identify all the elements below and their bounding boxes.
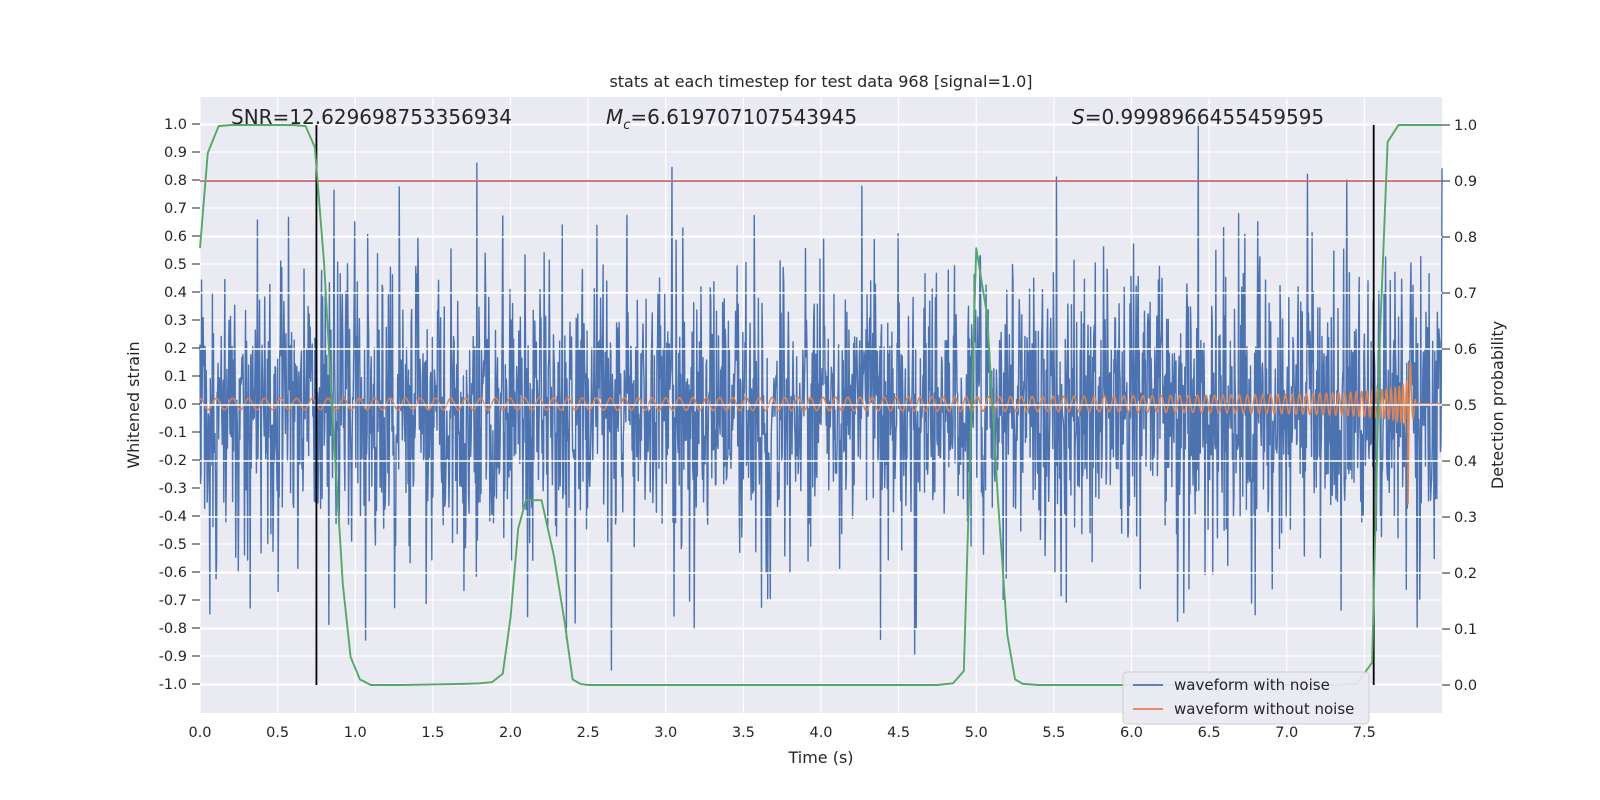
y-tick-label-left: 0.0 xyxy=(164,397,187,413)
x-tick-label: 3.5 xyxy=(732,725,755,741)
chart-title: stats at each timestep for test data 968… xyxy=(609,72,1032,91)
y-tick-label-right: 0.9 xyxy=(1454,174,1477,190)
legend: waveform with noise waveform without noi… xyxy=(1122,671,1370,725)
x-tick-label: 1.5 xyxy=(421,725,444,741)
y-tick-label-left: -0.3 xyxy=(159,481,187,497)
y-tick-label-right: 0.4 xyxy=(1454,454,1477,470)
x-tick-label: 6.0 xyxy=(1120,725,1143,741)
y-tick-label-right: 0.7 xyxy=(1454,286,1477,302)
x-tick-label: 7.5 xyxy=(1353,725,1376,741)
y-tick-label-left: 1.0 xyxy=(164,117,187,133)
mc-symbol: M xyxy=(606,105,623,129)
x-tick-label: 1.0 xyxy=(344,725,367,741)
s-value: =0.9998966455459595 xyxy=(1085,105,1324,129)
y-tick-label-left: -0.5 xyxy=(159,537,187,553)
x-tick-label: 3.0 xyxy=(654,725,677,741)
x-tick-label: 6.5 xyxy=(1198,725,1221,741)
y-tick-label-left: -0.1 xyxy=(159,425,187,441)
y-tick-label-right: 0.6 xyxy=(1454,342,1477,358)
mc-annotation: Mc=6.619707107543945 xyxy=(606,105,857,133)
y-tick-label-right: 0.5 xyxy=(1454,398,1477,414)
y-tick-label-left: -0.9 xyxy=(159,649,187,665)
y-tick-label-left: 0.5 xyxy=(164,257,187,273)
mc-subscript: c xyxy=(623,118,630,133)
y-tick-label-right: 0.2 xyxy=(1454,566,1477,582)
y-tick-label-left: -0.7 xyxy=(159,593,187,609)
noise-series-line xyxy=(199,123,1443,671)
x-axis-label: Time (s) xyxy=(787,748,853,767)
legend-box xyxy=(1122,671,1370,725)
snr-annotation: SNR=12.629698753356934 xyxy=(231,105,512,129)
y-tick-label-left: 0.4 xyxy=(164,285,187,301)
x-tick-label: 4.0 xyxy=(809,725,832,741)
y-tick-label-right: 0.0 xyxy=(1454,678,1477,694)
x-tick-label: 4.5 xyxy=(887,725,910,741)
y-tick-label-right: 0.8 xyxy=(1454,230,1477,246)
x-tick-label: 2.5 xyxy=(577,725,600,741)
tick-group: 0.0 0.5 1.0 1.5 2.0 2.5 3.0 3.5 4.0 4.5 5.0 5.5 6.0 6… xyxy=(159,117,1477,741)
y-tick-label-left: 0.8 xyxy=(164,173,187,189)
y-tick-label-left: -0.2 xyxy=(159,453,187,469)
clean-series-group xyxy=(199,362,1442,505)
s-symbol: S xyxy=(1072,105,1085,129)
x-tick-label: 2.0 xyxy=(499,725,522,741)
y-tick-label-left: -0.4 xyxy=(159,509,187,525)
x-tick-label: 5.0 xyxy=(965,725,988,741)
y-tick-label-right: 0.3 xyxy=(1454,510,1477,526)
x-tick-label: 0.5 xyxy=(266,725,289,741)
mc-value: =6.619707107543945 xyxy=(630,105,857,129)
y-tick-label-left: 0.3 xyxy=(164,313,187,329)
clean-series-line xyxy=(199,362,1442,505)
x-tick-label: 5.5 xyxy=(1042,725,1065,741)
y-tick-label-left: 0.2 xyxy=(164,341,187,357)
legend-label-clean: waveform without noise xyxy=(1174,700,1354,718)
s-annotation: S=0.9998966455459595 xyxy=(1072,105,1324,129)
y-axis-label-left: Whitened strain xyxy=(124,341,143,468)
y-tick-label-left: 0.1 xyxy=(164,369,187,385)
y-tick-label-left: -0.6 xyxy=(159,565,187,581)
noise-series-group xyxy=(199,123,1443,671)
x-tick-label: 0.0 xyxy=(188,725,211,741)
y-tick-label-right: 0.1 xyxy=(1454,622,1477,638)
y-tick-label-left: -0.8 xyxy=(159,621,187,637)
y-axis-label-right: Detection probability xyxy=(1488,321,1507,489)
y-tick-label-left: 0.6 xyxy=(164,229,187,245)
y-tick-label-left: 0.9 xyxy=(164,145,187,161)
y-tick-label-left: -1.0 xyxy=(159,677,187,693)
x-tick-label: 7.0 xyxy=(1275,725,1298,741)
y-tick-label-right: 1.0 xyxy=(1454,118,1477,134)
legend-label-noise: waveform with noise xyxy=(1174,676,1330,694)
y-tick-label-left: 0.7 xyxy=(164,201,187,217)
